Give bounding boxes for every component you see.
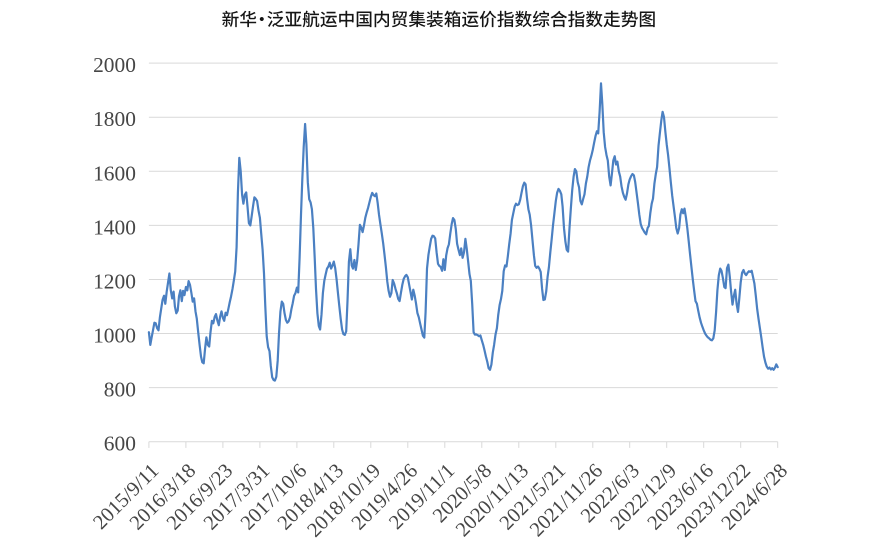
- svg-text:1600: 1600: [93, 161, 136, 185]
- svg-text:1000: 1000: [93, 324, 136, 348]
- svg-text:600: 600: [104, 432, 136, 456]
- svg-text:2000: 2000: [93, 53, 136, 77]
- svg-text:1400: 1400: [93, 215, 136, 239]
- svg-text:800: 800: [104, 378, 136, 402]
- svg-text:1800: 1800: [93, 107, 136, 131]
- svg-text:1200: 1200: [93, 270, 136, 294]
